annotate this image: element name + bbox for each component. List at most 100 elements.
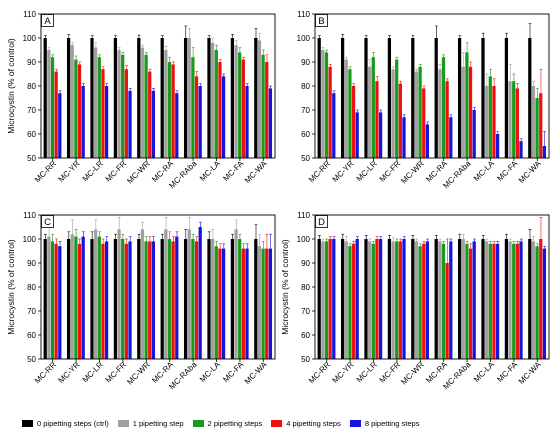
bar [128, 241, 132, 359]
y-tick-label: 60 [27, 130, 36, 139]
legend-item: 4 pipetting steps [271, 419, 341, 428]
bar [66, 38, 71, 158]
bar [211, 239, 215, 359]
bar [191, 239, 195, 359]
bar [218, 248, 222, 359]
bar [465, 52, 469, 158]
bar [368, 66, 372, 158]
bar [104, 86, 109, 158]
x-tick-label: MC-LA [198, 360, 222, 384]
panel-label-box [41, 14, 54, 27]
x-tick-label: MC-WA [243, 360, 269, 386]
y-tick-label: 60 [301, 130, 310, 139]
bar [148, 71, 152, 158]
bar [81, 86, 85, 158]
y-tick-label: 60 [301, 331, 310, 340]
legend-item: 2 pipetting steps [192, 418, 263, 428]
bar [121, 239, 125, 359]
y-tick-label: 90 [27, 259, 36, 268]
y-tick-label: 80 [301, 283, 310, 292]
x-tick-label: MC-LR [81, 159, 105, 183]
x-tick-label: MC-LA [472, 360, 496, 384]
bar [414, 71, 419, 158]
x-tick-label: MC-YR [57, 360, 82, 385]
plot-frame [314, 13, 550, 159]
bar [441, 243, 446, 359]
bar [344, 241, 348, 359]
bar [90, 38, 94, 158]
y-tick-label: 90 [301, 58, 310, 67]
y-tick-label: 80 [27, 82, 36, 91]
legend: 0 pipetting steps (ctrl) 1 pipetting step… [22, 416, 550, 430]
bar [104, 241, 109, 359]
bar [422, 88, 426, 158]
bar [457, 38, 462, 158]
bar [495, 134, 500, 158]
y-tick-label: 90 [301, 259, 310, 268]
bar [254, 239, 258, 359]
bar [124, 69, 128, 158]
bar [261, 248, 265, 359]
legend-label: 1 pipetting step [132, 418, 184, 428]
bar [257, 246, 262, 359]
bar [117, 50, 121, 158]
plot-frame [40, 13, 276, 159]
bar [445, 263, 449, 359]
bar [47, 50, 51, 158]
bar [43, 38, 47, 158]
bar [449, 241, 453, 359]
bar [54, 243, 58, 359]
bar [528, 38, 532, 158]
panel-label: A [44, 16, 51, 27]
bar [221, 76, 226, 158]
bar [58, 93, 62, 158]
bar [47, 236, 51, 359]
bar [414, 241, 419, 359]
bar [515, 88, 519, 158]
bar [218, 62, 222, 158]
panel-label: B [318, 16, 324, 27]
bar [90, 239, 94, 359]
bar [531, 241, 536, 359]
bar [378, 112, 383, 158]
panel-label-box [315, 14, 328, 27]
y-tick-label: 110 [297, 10, 310, 19]
bar [512, 81, 516, 158]
bar [230, 38, 235, 158]
legend-label: 2 pipetting steps [207, 418, 263, 428]
bar [402, 117, 406, 158]
y-tick-label: 80 [301, 82, 310, 91]
bar [151, 241, 156, 359]
bar [508, 241, 512, 359]
bar [398, 241, 402, 359]
bar [508, 81, 512, 158]
bar [481, 239, 485, 359]
bar [355, 112, 359, 158]
bar [504, 38, 509, 158]
bar [58, 246, 62, 359]
legend-item: 8 pipetting steps [349, 419, 419, 428]
bar [461, 239, 465, 359]
bar [351, 243, 356, 359]
bar [191, 57, 195, 159]
bar [387, 38, 392, 158]
bar [257, 40, 262, 158]
bar [398, 83, 402, 158]
bar [70, 234, 74, 359]
y-tick-label: 50 [301, 355, 310, 364]
bar [50, 57, 55, 159]
bar [542, 146, 547, 158]
x-tick-label: MC-LA [198, 159, 222, 183]
bar [344, 59, 348, 158]
bar [54, 71, 58, 158]
bar [535, 246, 539, 359]
bar [198, 227, 202, 359]
bar [485, 86, 489, 158]
bar [187, 38, 191, 158]
bar [144, 241, 148, 359]
panel-label-box [41, 215, 54, 228]
bar [492, 243, 496, 359]
panel-label-box [315, 215, 328, 228]
y-tick-label: 100 [23, 235, 37, 244]
y-axis-label: Microcystin (% of control) [6, 38, 16, 134]
